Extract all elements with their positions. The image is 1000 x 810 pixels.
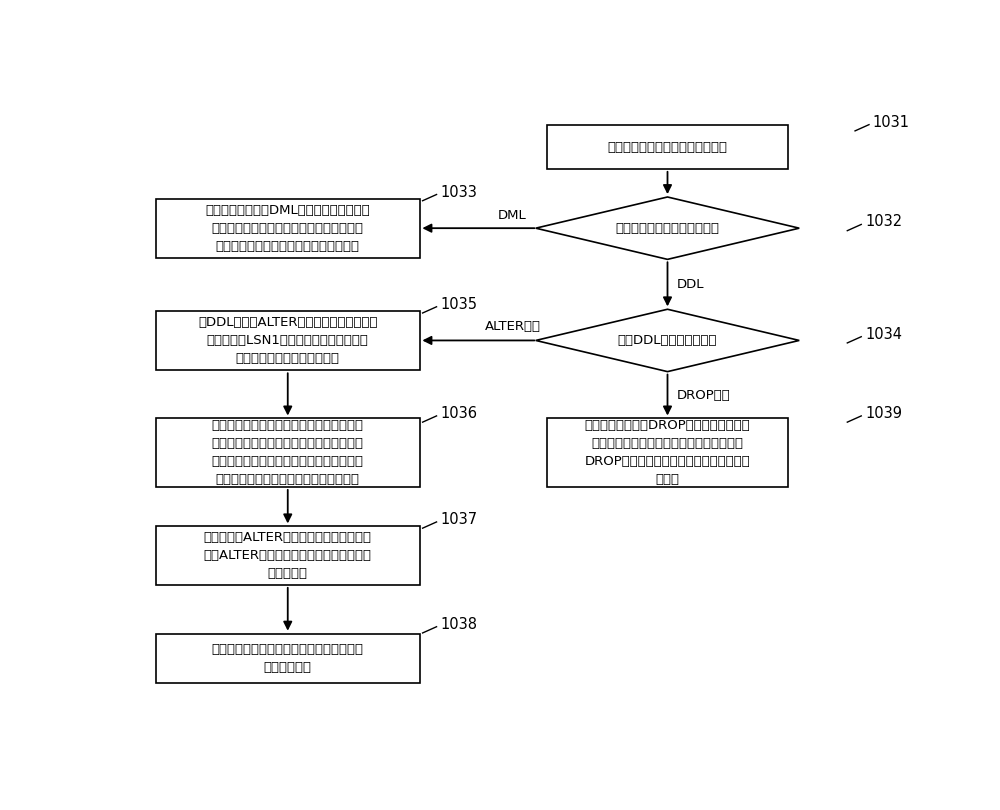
Text: DROP操作: DROP操作	[677, 389, 731, 402]
Text: 将基于所述ALTER操作修改后的定义信息和
所述ALTER操作的日志序列号整合为下一版
本定义信息: 将基于所述ALTER操作修改后的定义信息和 所述ALTER操作的日志序列号整合为…	[204, 531, 372, 580]
FancyBboxPatch shape	[547, 126, 788, 169]
Text: 当所述目标操作为DROP操作时，在所述离
线字典文件的尾部添加删除标记，并将所述
DROP操作的日志序列号与所述删除标记建
立关联: 当所述目标操作为DROP操作时，在所述离 线字典文件的尾部添加删除标记，并将所述…	[585, 420, 750, 486]
Text: 1039: 1039	[865, 406, 902, 421]
FancyBboxPatch shape	[156, 526, 420, 586]
Text: 1036: 1036	[440, 406, 477, 421]
Text: ALTER操作: ALTER操作	[484, 320, 540, 333]
Text: 1035: 1035	[440, 296, 477, 312]
Text: 获取针对所述目标对象的目标操作: 获取针对所述目标对象的目标操作	[608, 141, 728, 154]
Text: 1031: 1031	[873, 115, 910, 130]
Text: 1032: 1032	[865, 215, 902, 229]
Text: 1038: 1038	[440, 616, 477, 632]
Text: 1034: 1034	[865, 326, 902, 342]
Text: DML: DML	[498, 209, 527, 222]
Polygon shape	[536, 309, 799, 372]
FancyBboxPatch shape	[156, 311, 420, 370]
Text: 当DDL操作为ALTER操作时，根据检查点的
日志序列号LSN1确定无效的定义版本在所
述离线字典文件中的占比情况: 当DDL操作为ALTER操作时，根据检查点的 日志序列号LSN1确定无效的定义版…	[198, 316, 378, 365]
Text: 判断DDL操作的操作类型: 判断DDL操作的操作类型	[618, 334, 717, 347]
Text: 1033: 1033	[440, 185, 477, 199]
Text: 将所述下一版本定义信息追加在新的离线字
典文件的尾部: 将所述下一版本定义信息追加在新的离线字 典文件的尾部	[212, 643, 364, 674]
FancyBboxPatch shape	[156, 633, 420, 684]
FancyBboxPatch shape	[156, 419, 420, 487]
Text: 当所述目标操作为DML操作时，基于大于最
近原则从离线字典文件中，获取与所述目标
操作相匹配的定义信息，以进行数据同步: 当所述目标操作为DML操作时，基于大于最 近原则从离线字典文件中，获取与所述目标…	[205, 203, 370, 253]
Polygon shape	[536, 197, 799, 259]
Text: 判断所述目标操作的操作类型: 判断所述目标操作的操作类型	[616, 222, 720, 235]
FancyBboxPatch shape	[547, 419, 788, 487]
FancyBboxPatch shape	[156, 198, 420, 258]
Text: 当无效的定义版本在所述离线字典文件中的
占比大于设定的占比值时，基于有效的定义
版本为所述目标对象创建新的离线字典文件
，以清理离线字典文件中无效的定义版本: 当无效的定义版本在所述离线字典文件中的 占比大于设定的占比值时，基于有效的定义 …	[212, 420, 364, 486]
Text: DDL: DDL	[677, 278, 704, 291]
Text: 1037: 1037	[440, 512, 478, 527]
